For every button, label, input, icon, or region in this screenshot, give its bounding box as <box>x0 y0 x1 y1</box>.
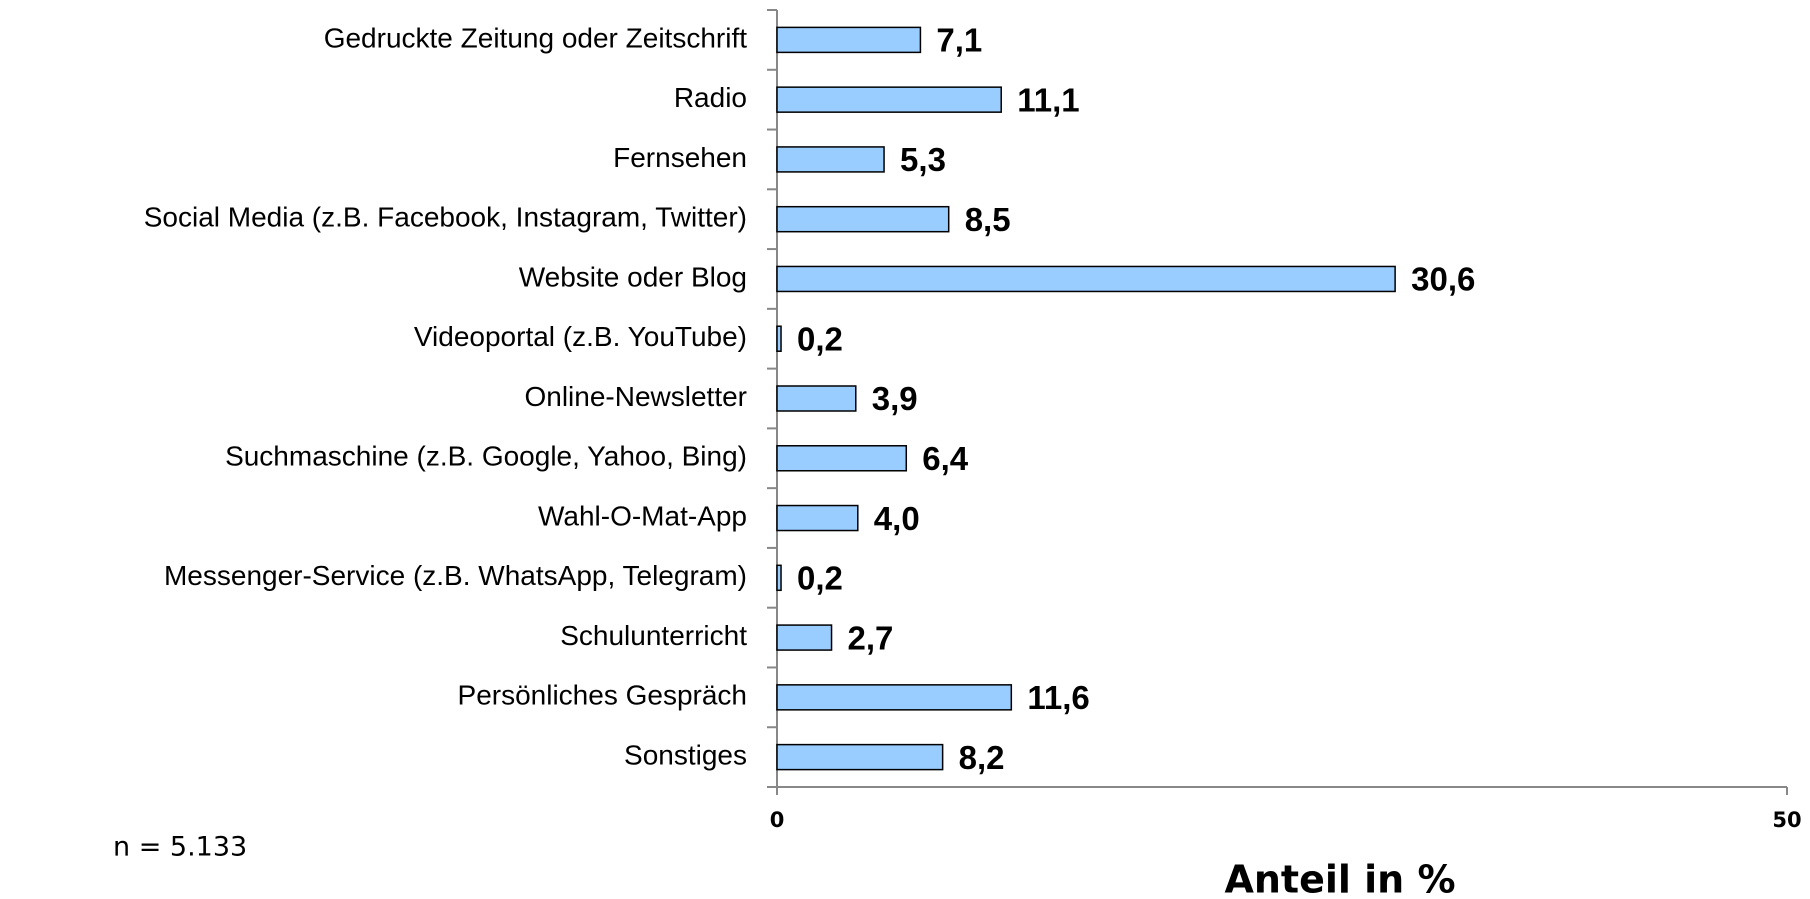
category-label: Social Media (z.B. Facebook, Instagram, … <box>144 202 747 233</box>
bar <box>776 146 885 173</box>
bar <box>776 86 1002 113</box>
category-label: Radio <box>674 82 747 113</box>
category-label: Gedruckte Zeitung oder Zeitschrift <box>324 22 748 53</box>
value-label: 0,2 <box>797 320 843 357</box>
category-label: Website oder Blog <box>519 261 747 292</box>
bar <box>776 445 908 472</box>
category-label: Sonstiges <box>624 740 747 771</box>
bar <box>776 205 950 233</box>
category-label: Persönliches Gespräch <box>458 680 747 711</box>
bar <box>776 743 944 771</box>
value-label: 11,1 <box>1017 81 1079 118</box>
bar <box>776 684 1013 711</box>
value-label: 2,7 <box>848 619 894 656</box>
bar <box>776 385 857 412</box>
bar <box>776 265 1396 293</box>
value-label: 8,5 <box>965 201 1011 238</box>
category-label: Schulunterricht <box>560 620 747 651</box>
category-label: Messenger-Service (z.B. WhatsApp, Telegr… <box>164 560 747 591</box>
category-label: Wahl-O-Mat-App <box>538 500 747 531</box>
value-label: 11,6 <box>1027 679 1089 716</box>
value-label: 8,2 <box>959 739 1005 776</box>
x-tick-label: 50 <box>1772 808 1801 832</box>
bar <box>776 26 922 54</box>
value-label: 5,3 <box>900 141 946 178</box>
value-label: 3,9 <box>872 380 918 417</box>
category-label: Online-Newsletter <box>524 381 747 412</box>
bar <box>776 564 782 592</box>
value-label: 0,2 <box>797 560 843 597</box>
sample-size-note: n = 5.133 <box>113 832 247 863</box>
value-label: 30,6 <box>1411 261 1475 298</box>
x-axis-label: Anteil in % <box>1224 858 1455 899</box>
category-label: Suchmaschine (z.B. Google, Yahoo, Bing) <box>225 441 747 472</box>
value-label: 7,1 <box>936 22 982 59</box>
bar <box>776 325 782 352</box>
bar <box>776 504 859 532</box>
category-label: Fernsehen <box>613 142 747 173</box>
value-label: 6,4 <box>922 440 969 477</box>
value-label: 4,0 <box>874 500 920 537</box>
category-label: Videoportal (z.B. YouTube) <box>414 321 747 352</box>
bar <box>776 624 833 651</box>
x-tick-label: 0 <box>770 808 785 832</box>
